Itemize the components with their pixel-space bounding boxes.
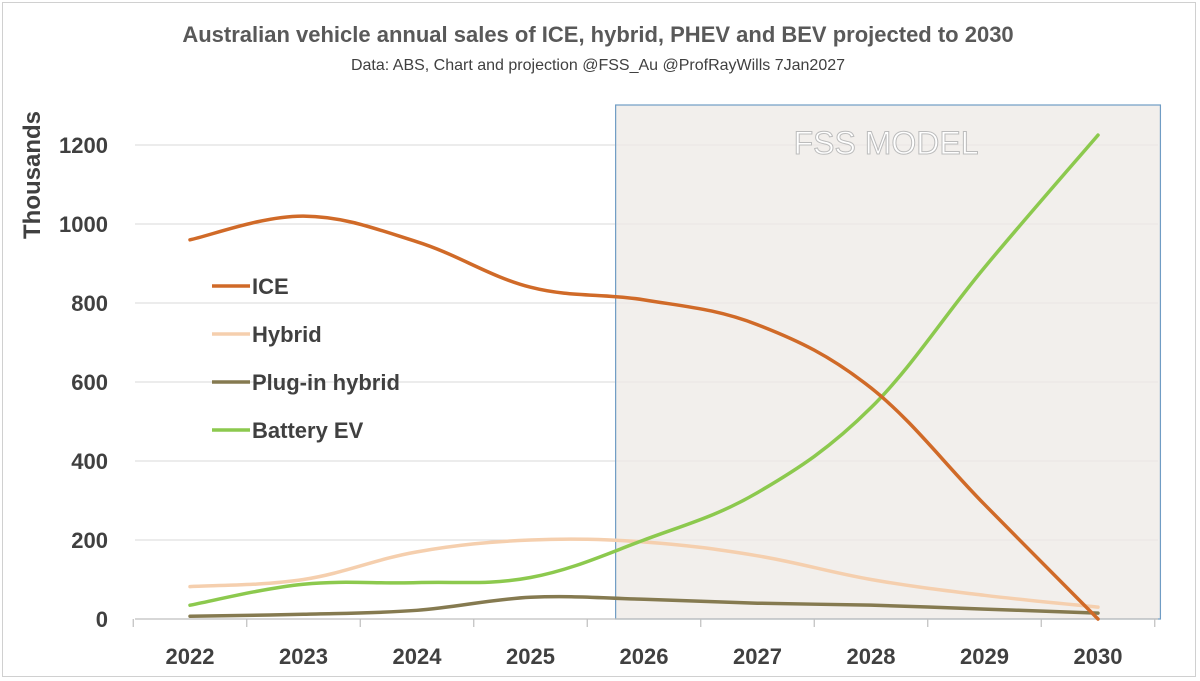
legend-label-ice: ICE [252,274,289,299]
series-line-plug-in-hybrid [188,594,1100,618]
series-lines [188,133,1100,621]
series-line-hybrid [188,537,1100,609]
x-tick-label: 2026 [620,644,669,669]
legend: ICE Hybrid Plug-in hybrid Battery EV [212,274,400,443]
y-tick-label: 0 [96,607,108,632]
x-tick-label: 2025 [506,644,555,669]
legend-label-battery-ev: Battery EV [252,418,364,443]
chart-title: Australian vehicle annual sales of ICE, … [182,22,1013,47]
series-line-battery-ev [188,133,1100,607]
y-tick-label: 600 [71,370,108,395]
y-tick-label: 800 [71,291,108,316]
x-tick-label: 2024 [393,644,443,669]
y-tick-label: 1000 [59,212,108,237]
x-tick-label: 2023 [279,644,328,669]
y-tick-label: 1200 [59,133,108,158]
fss-model-region: FSS MODEL [615,104,1162,620]
fss-model-box [615,104,1162,620]
y-tick-label: 200 [71,528,108,553]
legend-label-plug-in-hybrid: Plug-in hybrid [252,370,400,395]
x-tick-label: 2030 [1074,644,1123,669]
fss-model-label: FSS MODEL [794,125,979,161]
x-tick-label: 2027 [733,644,782,669]
x-tick-label: 2022 [166,644,215,669]
x-tick-label: 2029 [960,644,1009,669]
x-tick-label: 2028 [847,644,896,669]
legend-label-hybrid: Hybrid [252,322,322,347]
y-axis-label: Thousands [19,111,46,239]
chart-subtitle: Data: ABS, Chart and projection @FSS_Au … [351,57,845,74]
y-tick-label: 400 [71,449,108,474]
axes: 0 200 400 600 800 1000 1200 2022 2023 2024 2025 202… [59,133,1158,669]
series-line-ice [188,214,1100,621]
